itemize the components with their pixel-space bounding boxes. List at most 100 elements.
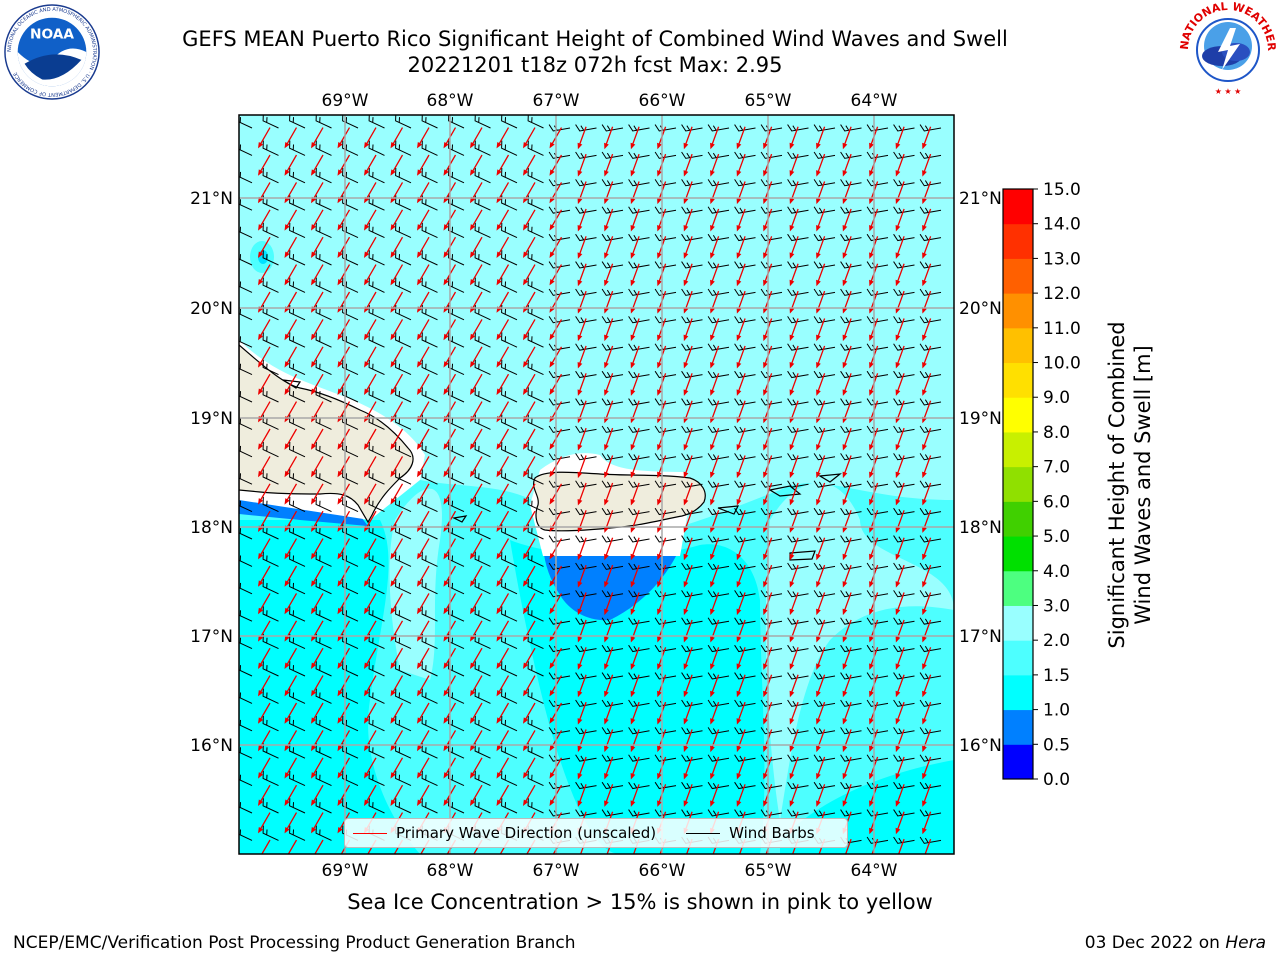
wind-barb [315,140,332,156]
wave-arrow [736,537,746,561]
wave-arrow [390,154,404,176]
lon-label: 67°W [533,861,580,881]
wind-barb [315,770,332,787]
wave-arrow [390,483,404,505]
wind-barb [342,551,359,567]
wave-arrow [311,483,324,505]
wave-arrow [789,729,799,753]
wave-arrow [496,456,510,478]
wave-arrow [683,674,693,698]
wave-arrow [523,236,536,258]
wind-barb [919,343,942,351]
wave-arrow [789,619,799,643]
wind-barb [681,343,703,351]
wave-arrow [470,154,483,176]
wave-arrow [496,565,510,587]
wind-barb [575,425,597,433]
wind-barb [315,688,332,704]
wave-arrow [496,593,510,615]
wind-barb [262,441,279,458]
wave-arrow [683,537,693,561]
wind-barb [681,480,703,488]
wave-arrow [842,647,852,670]
wind-barb [628,206,650,214]
wave-arrow [417,456,430,478]
wind-barb [601,480,624,488]
wind-barb [395,332,412,348]
wind-barb [289,414,306,430]
wind-barb [893,425,915,433]
wind-barb [474,332,491,348]
wind-barb [474,414,491,430]
wind-barb [474,222,491,239]
wave-arrow [364,538,377,560]
wind-barb [787,507,809,516]
sea-field-cyan-2 [510,540,765,854]
wind-barb [681,672,703,680]
wind-barb [289,770,306,787]
colorbar-tick-label: 4.0 [1043,562,1070,582]
wind-barb [628,453,650,461]
wind-barb [681,425,703,433]
wave-arrow [496,236,510,258]
lat-label: 20°N [190,299,233,319]
lat-label: 16°N [959,736,1002,756]
wave-arrow [364,565,377,587]
wind-barb [628,781,650,790]
wind-barb [575,672,597,680]
wind-barb [601,507,624,516]
wind-barb [527,743,544,759]
wave-arrow [390,647,404,669]
wind-barb [893,617,915,625]
wind-barb [575,727,597,735]
wave-arrow [390,757,404,779]
wind-barb [289,250,306,266]
wind-barb [342,770,359,787]
wave-arrow [895,181,905,205]
wind-barb [501,715,518,732]
wave-arrow [630,537,640,561]
wind-barb [575,809,597,817]
wind-barb [919,480,942,488]
wind-barb [601,809,624,817]
wave-arrow [630,427,640,451]
wave-arrow [311,647,324,669]
wind-barb [813,343,836,351]
wave-arrow [604,701,614,725]
wave-arrow [470,784,483,806]
wind-barb [813,425,836,433]
wind-barb [448,414,465,430]
wind-barb [840,370,862,379]
wind-barb [707,617,730,625]
wind-barb [315,715,332,732]
wind-barb [813,288,836,296]
wave-arrow [895,811,905,835]
wind-barb [575,316,597,324]
wind-barb-field [239,115,942,844]
wave-arrow [577,208,587,232]
wave-arrow [311,236,324,258]
wind-barb [501,414,518,430]
wind-barb [707,261,730,269]
wave-arrow [258,127,271,149]
wind-barb [527,688,544,704]
wave-arrow [311,127,324,149]
wave-arrow [789,701,799,725]
wave-arrow [816,181,826,205]
wave-arrow [630,729,640,753]
wind-barb [421,387,438,403]
wind-barb [707,672,730,680]
wind-barb [601,535,624,543]
wave-arrow [364,319,377,341]
wind-barb [601,343,624,351]
wind-barb [813,754,836,762]
wave-arrow [922,482,932,506]
wind-barb [262,414,279,430]
wave-arrow [842,756,852,780]
wave-arrow [258,702,271,724]
wind-barb [527,222,544,239]
wind-barb [681,617,703,625]
wave-arrow [523,346,536,368]
wind-barb [527,359,544,376]
wave-arrow [842,345,852,369]
